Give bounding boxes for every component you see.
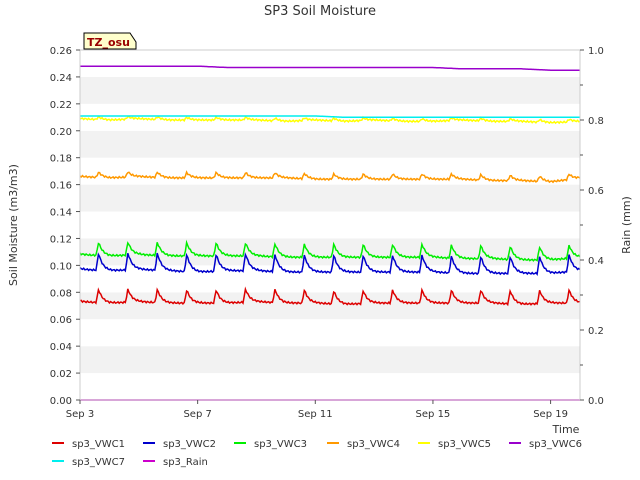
legend-item-sp3-vwc7: sp3_VWC7 [52, 457, 125, 468]
y-tick-label: 0.08 [50, 288, 72, 299]
y-tick-label: 0.14 [50, 208, 72, 219]
legend-item-sp3-vwc4: sp3_VWC4 [327, 439, 400, 450]
y-tick-label: 0.22 [50, 100, 72, 111]
legend-item-sp3-vwc1: sp3_VWC1 [52, 439, 125, 450]
legend-label: sp3_VWC6 [529, 439, 582, 450]
series-line-sp3-vwc1 [79, 286, 581, 307]
y2-tick-label: 0.8 [588, 116, 604, 127]
grid-band [80, 265, 580, 293]
legend-label: sp3_VWC3 [254, 439, 307, 450]
x-tick-label: Sep 15 [416, 409, 451, 420]
legend-item-sp3-vwc5: sp3_VWC5 [418, 439, 491, 450]
legend-label: sp3_VWC4 [347, 439, 400, 450]
legend-item-sp3-vwc3: sp3_VWC3 [234, 439, 307, 450]
legend-label: sp3_VWC7 [72, 457, 125, 468]
tz-annotation-badge: TZ_osu [83, 32, 137, 50]
series-line-sp3-vwc5 [79, 115, 581, 125]
y-tick-label: 0.06 [50, 315, 72, 326]
y-tick-label: 0.20 [50, 127, 72, 138]
grid-band [80, 184, 580, 212]
series-line-sp3-vwc6 [80, 65, 580, 71]
series-line-sp3-vwc2 [79, 252, 581, 277]
grid-band [80, 292, 580, 320]
legend-label: sp3_VWC2 [163, 439, 216, 450]
x-tick-label: Sep 19 [533, 409, 568, 420]
y-axis: 0.00 0.02 0.04 0.06 0.08 0.10 0.12 0.14 0.16 0.18… [50, 46, 80, 407]
series-lines [79, 65, 581, 401]
tz-annotation-text: TZ_osu [87, 36, 130, 49]
y-axis-label: Soil Moisture (m3/m3) [7, 164, 20, 286]
legend-label: sp3_Rain [163, 457, 208, 468]
grid-band [80, 346, 580, 374]
y2-tick-label: 0.2 [588, 326, 604, 337]
grid-band [80, 319, 580, 347]
legend-item-sp3-vwc2: sp3_VWC2 [143, 439, 216, 450]
x-axis: Sep 3 Sep 7 Sep 11 Sep 15 Sep 19 [66, 400, 568, 420]
legend-item-sp3-vwc6: sp3_VWC6 [509, 439, 582, 450]
series-line-sp3-vwc4 [79, 170, 581, 184]
legend-label: sp3_VWC1 [72, 439, 125, 450]
y2-tick-label: 0.0 [588, 396, 604, 407]
x-tick-label: Sep 7 [183, 409, 211, 420]
tz-annotation-box [83, 32, 137, 50]
x-tick-label: Sep 3 [66, 409, 94, 420]
grid-band [80, 76, 580, 104]
grid-band [80, 211, 580, 239]
grid-band [80, 130, 580, 158]
x-tick-label: Sep 11 [298, 409, 333, 420]
legend-label: sp3_VWC5 [438, 439, 491, 450]
y2-tick-label: 0.6 [588, 186, 604, 197]
grid-band [80, 50, 580, 77]
chart-legend: sp3_VWC1 sp3_VWC2 sp3_VWC3 sp3_VWC4 sp3_VWC5… [52, 439, 582, 468]
y-tick-label: 0.18 [50, 154, 72, 165]
y-tick-label: 0.02 [50, 369, 72, 380]
chart-title: SP3 Soil Moisture [264, 4, 376, 19]
x-axis-label: Time [552, 423, 580, 436]
y-tick-label: 0.12 [50, 234, 72, 245]
series-line-sp3-vwc3 [79, 239, 581, 262]
y2-axis-label: Rain (mm) [620, 196, 633, 254]
y-tick-label: 0.24 [50, 73, 72, 84]
plot-background [80, 50, 580, 400]
y-tick-label: 0.16 [50, 181, 72, 192]
grid-band [80, 373, 580, 400]
y-tick-label: 0.00 [50, 396, 72, 407]
y2-tick-label: 0.4 [588, 256, 604, 267]
y2-tick-label: 1.0 [588, 46, 604, 57]
y2-axis: 0.0 0.2 0.4 0.6 0.8 1.0 [580, 46, 604, 407]
y-tick-label: 0.04 [50, 342, 72, 353]
legend-item-sp3-rain: sp3_Rain [143, 457, 208, 468]
y-tick-label: 0.10 [50, 261, 72, 272]
series-line-sp3-vwc7 [80, 115, 580, 119]
y-tick-label: 0.26 [50, 46, 72, 57]
